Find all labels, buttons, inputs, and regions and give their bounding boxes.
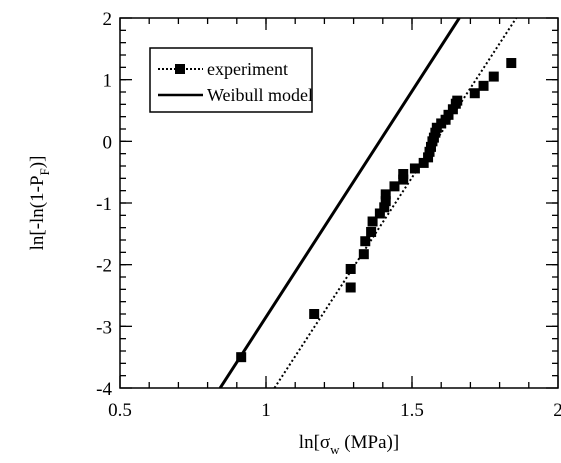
experiment-point: [366, 226, 377, 237]
experiment-fit-line: [273, 18, 518, 388]
experiment-point: [374, 208, 385, 219]
y-tick-label: -4: [96, 379, 112, 400]
y-tick-label: 2: [103, 9, 113, 30]
y-tick-label: -1: [96, 194, 112, 215]
y-tick-label: 0: [103, 132, 113, 153]
experiment-point: [469, 88, 480, 99]
experiment-point: [447, 104, 458, 115]
experiment-point: [506, 58, 517, 69]
x-axis-label: ln[σw (MPa)]: [299, 432, 399, 457]
experiment-point: [423, 152, 434, 163]
x-tick-label: 1.5: [400, 400, 424, 421]
experiment-point: [345, 263, 356, 274]
legend-weibull-label: Weibull model: [207, 85, 313, 105]
y-tick-label: 1: [103, 71, 113, 92]
x-tick-label: 1: [261, 400, 271, 421]
experiment-point: [488, 71, 499, 82]
experiment-point: [379, 202, 390, 213]
x-tick-label: 2: [553, 400, 561, 421]
experiment-point: [358, 249, 369, 260]
plot-series-layer: [218, 18, 518, 388]
y-axis-label: ln[-ln(1-PF)]: [27, 156, 52, 251]
experiment-point: [452, 95, 463, 106]
experiment-point: [309, 309, 320, 319]
experiment-point: [418, 157, 429, 168]
experiment-point: [409, 163, 420, 174]
experiment-point: [380, 196, 391, 207]
experiment-point: [425, 141, 436, 152]
experiment-point: [367, 216, 378, 227]
experiment-point: [443, 109, 454, 120]
axis-ticks: [119, 17, 559, 389]
tick-labels: 0.5 1 1.5 2 -4 -3 -2 -1 0 1 2: [96, 9, 561, 421]
legend-box: [149, 47, 313, 113]
y-tick-label: -2: [96, 256, 112, 277]
weibull-model-line: [218, 18, 461, 388]
legend-experiment-marker: [175, 64, 185, 74]
legend: experiment Weibull model: [149, 47, 313, 113]
experiment-point: [398, 169, 409, 180]
experiment-point: [360, 236, 371, 247]
experiment-point: [380, 189, 391, 200]
y-tick-label: -3: [96, 317, 112, 338]
experiment-point: [478, 80, 489, 91]
x-tick-label: 0.5: [108, 400, 132, 421]
experiment-point: [236, 352, 247, 363]
experiment-point: [398, 174, 409, 185]
experiment-point: [389, 181, 400, 192]
experiment-point: [345, 282, 356, 293]
legend-experiment-label: experiment: [207, 59, 288, 79]
